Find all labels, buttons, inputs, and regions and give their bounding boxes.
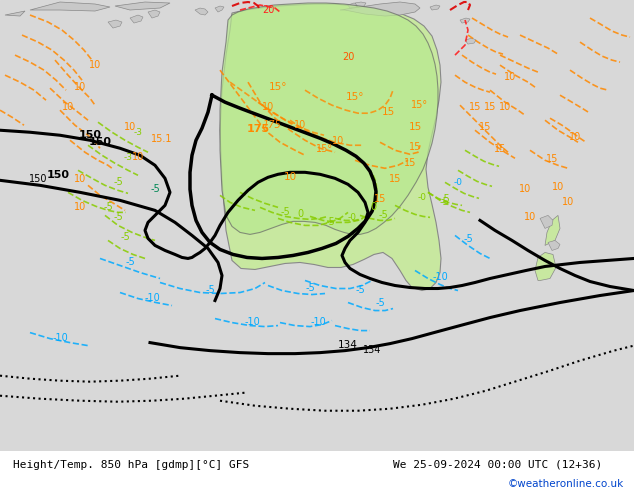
Polygon shape [540,216,553,228]
Text: -5: -5 [150,184,160,195]
Text: ©weatheronline.co.uk: ©weatheronline.co.uk [507,479,623,489]
Text: 10: 10 [89,60,101,70]
Polygon shape [30,2,110,11]
Polygon shape [130,15,143,23]
Text: 15: 15 [494,144,506,154]
Text: 15: 15 [546,154,558,164]
Text: 15: 15 [404,158,416,168]
Polygon shape [215,6,224,12]
Text: 15°: 15° [316,144,333,154]
Text: 0: 0 [370,202,376,212]
Text: 134: 134 [338,340,358,350]
Polygon shape [340,2,420,16]
Text: 10: 10 [132,152,144,162]
Text: 175: 175 [262,120,281,130]
Text: 10: 10 [524,212,536,222]
Polygon shape [348,3,358,8]
Text: -5: -5 [305,283,315,293]
Text: -5: -5 [440,195,450,204]
Text: 20: 20 [342,52,354,62]
Text: 10: 10 [504,72,516,82]
Text: 10: 10 [499,102,511,112]
Polygon shape [108,20,122,28]
Polygon shape [220,4,441,291]
Text: -5: -5 [280,207,290,218]
Text: -5: -5 [103,202,113,212]
Text: -10: -10 [310,317,326,326]
Polygon shape [195,8,208,15]
Text: 150: 150 [29,174,48,184]
Text: -0: -0 [453,178,462,187]
Text: -5: -5 [355,285,365,294]
Text: -5: -5 [113,177,123,187]
Text: 15: 15 [374,195,386,204]
Text: -5: -5 [378,210,388,221]
Text: -10: -10 [244,317,260,326]
Text: 10: 10 [74,82,86,92]
Polygon shape [355,2,366,7]
Text: 15: 15 [408,122,422,132]
Text: 15: 15 [389,174,401,184]
Text: 20: 20 [262,5,274,15]
Text: 15°: 15° [269,82,287,92]
Text: 10: 10 [283,172,297,182]
Text: -3: -3 [124,153,133,162]
Text: -0: -0 [418,194,427,202]
Polygon shape [115,2,170,10]
Text: 10: 10 [569,132,581,142]
Text: 15: 15 [479,122,491,132]
Text: 150: 150 [89,137,112,147]
Text: -5: -5 [120,232,130,243]
Text: 134: 134 [363,344,381,355]
Text: -10: -10 [144,293,160,302]
Text: We 25-09-2024 00:00 UTC (12+36): We 25-09-2024 00:00 UTC (12+36) [393,460,602,469]
Text: -10: -10 [52,333,68,343]
Polygon shape [148,10,160,18]
Text: 10: 10 [332,136,344,146]
Polygon shape [548,241,560,250]
Polygon shape [535,252,556,280]
Text: 10: 10 [124,122,136,132]
Text: -10: -10 [432,272,448,283]
Text: -5: -5 [439,197,449,207]
Text: 15: 15 [469,102,481,112]
Text: 15°: 15° [346,92,365,102]
Polygon shape [220,3,438,234]
Text: 15: 15 [382,107,394,117]
Text: 10: 10 [74,174,86,184]
Text: -5: -5 [375,297,385,308]
Text: -3: -3 [134,128,143,137]
Text: -5: -5 [325,218,335,227]
Polygon shape [5,11,25,16]
Text: -5: -5 [125,257,135,268]
Polygon shape [545,216,560,245]
Text: 175: 175 [247,124,269,134]
Text: 10: 10 [62,102,74,112]
Text: Height/Temp. 850 hPa [gdmp][°C] GFS: Height/Temp. 850 hPa [gdmp][°C] GFS [13,460,249,469]
Text: 15: 15 [409,142,421,152]
Text: 15.1: 15.1 [152,134,172,144]
Text: -5: -5 [205,285,215,294]
Text: 10: 10 [294,120,306,130]
Polygon shape [465,38,476,44]
Text: 150: 150 [46,171,70,180]
Polygon shape [430,5,440,10]
Polygon shape [460,18,470,23]
Text: 10: 10 [552,182,564,193]
Text: 10: 10 [562,197,574,207]
Text: -0: -0 [347,213,356,222]
Text: 10: 10 [74,202,86,212]
Text: -5: -5 [463,234,473,245]
Text: 150: 150 [79,130,101,140]
Text: 0: 0 [297,209,303,220]
Text: 15: 15 [484,102,496,112]
Text: 10: 10 [519,184,531,195]
Text: 15°: 15° [411,100,429,110]
Text: -5: -5 [113,212,123,222]
Text: 10: 10 [262,102,274,112]
